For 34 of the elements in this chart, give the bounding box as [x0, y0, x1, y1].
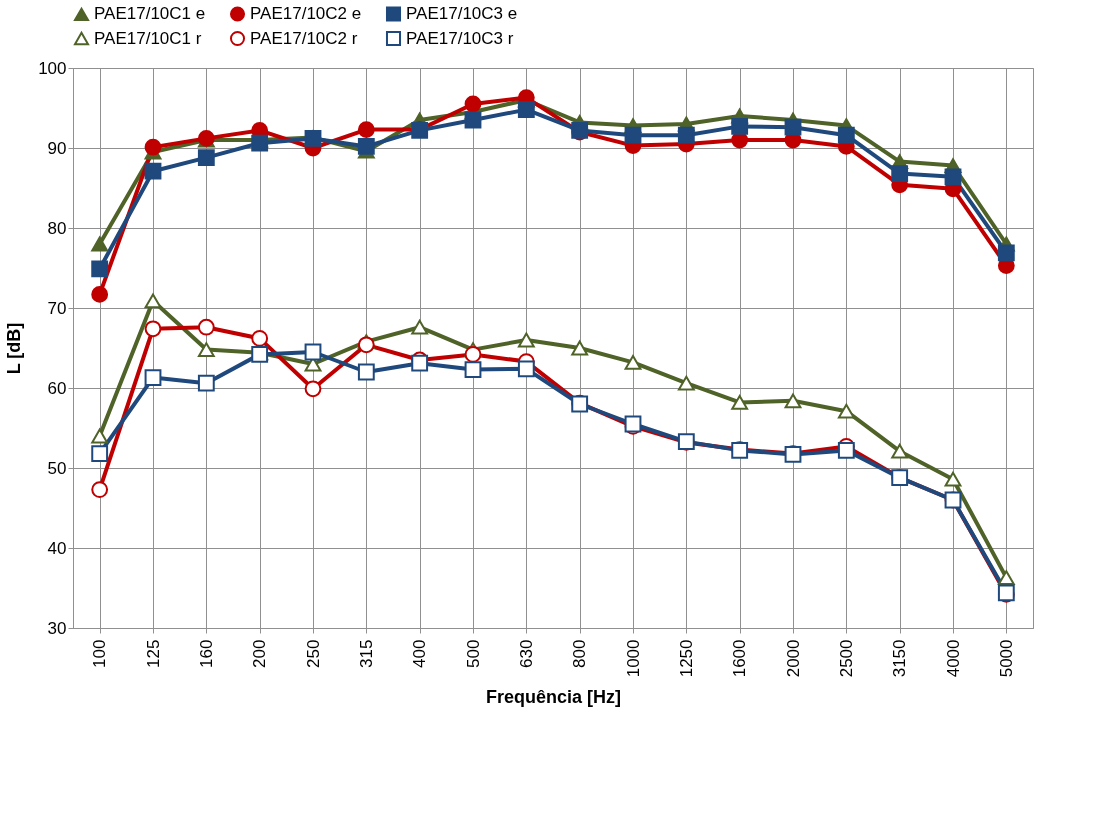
x-tick-label: 1250 [676, 639, 696, 678]
x-tick-label: 3150 [890, 639, 910, 678]
y-tick-label: 80 [47, 218, 67, 238]
y-axis-title: L [dB] [4, 322, 25, 375]
x-tick-label: 2500 [836, 639, 856, 678]
x-tick-label: 1000 [623, 639, 643, 678]
x-tick-label: 500 [463, 639, 483, 668]
legend-label: PAE17/10C2 r [250, 28, 358, 48]
x-axis-title: Frequência [Hz] [485, 687, 622, 708]
legend-label: PAE17/10C1 r [94, 28, 202, 48]
x-tick-label: 400 [410, 639, 430, 668]
y-tick-label: 50 [47, 458, 67, 478]
x-tick-label: 160 [196, 639, 216, 668]
x-tick-label: 5000 [996, 639, 1016, 678]
x-tick-label: 630 [516, 639, 536, 668]
y-tick-label: 70 [47, 298, 67, 318]
y-tick-label: 60 [47, 378, 67, 398]
y-tick-label: 40 [47, 538, 67, 558]
legend-label: PAE17/10C3 e [406, 3, 518, 23]
x-tick-label: 315 [356, 639, 376, 668]
y-tick-label: 90 [47, 138, 67, 158]
legend-label: PAE17/10C1 e [94, 4, 206, 24]
x-tick-label: 800 [570, 639, 590, 668]
legend-label: PAE17/10C3 r [406, 28, 514, 48]
x-tick-label: 2000 [783, 639, 803, 678]
y-tick-label: 30 [47, 618, 67, 638]
x-tick-label: 200 [250, 639, 270, 668]
legend-label: PAE17/10C2 e [250, 3, 362, 23]
x-tick-label: 1600 [730, 639, 750, 678]
x-tick-label: 4000 [943, 639, 963, 678]
x-tick-label: 100 [90, 639, 110, 668]
y-tick-label: 100 [38, 58, 67, 78]
x-tick-label: 125 [143, 639, 163, 668]
x-tick-label: 250 [303, 639, 323, 668]
